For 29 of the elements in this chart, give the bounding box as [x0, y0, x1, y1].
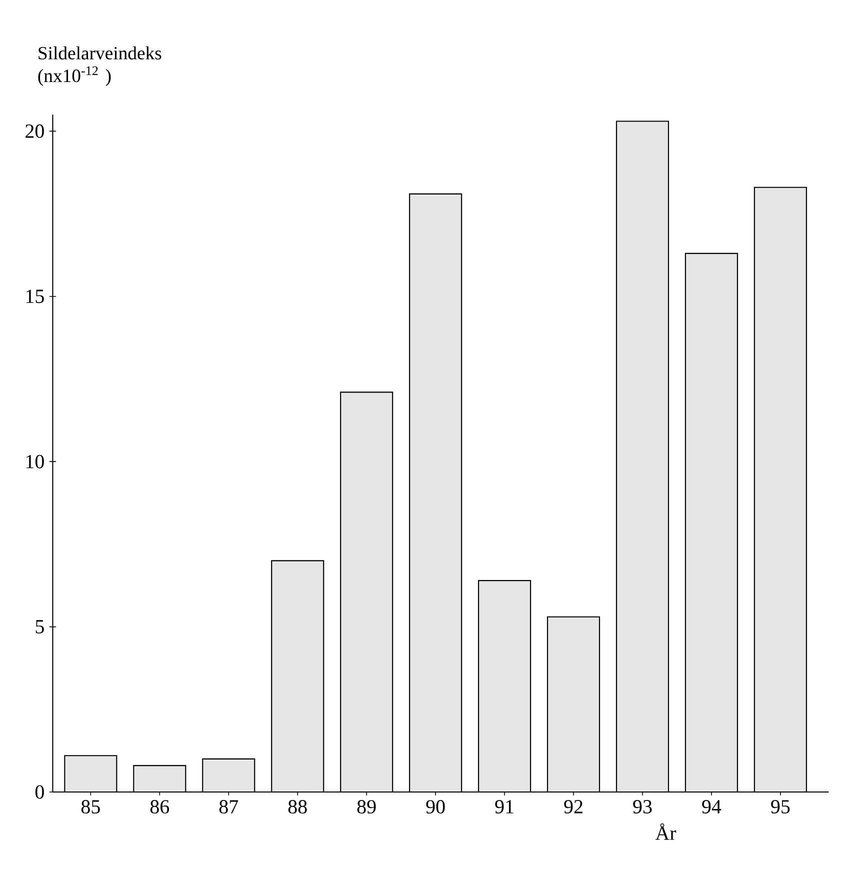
x-tick-label: 88 — [288, 800, 308, 814]
x-tick-label: 89 — [358, 800, 376, 814]
bar — [478, 580, 531, 792]
y-tick-label: 5 — [36, 620, 44, 634]
bar — [134, 766, 186, 792]
bar — [754, 186, 808, 792]
y-tick-label: 20 — [26, 124, 44, 138]
x-tick-label: 94 — [702, 800, 722, 814]
x-tick-label: 91 — [495, 800, 514, 814]
x-tick-label: 93 — [633, 800, 652, 814]
x-axis-title: År — [656, 823, 676, 840]
bar — [272, 560, 324, 792]
bar — [340, 392, 393, 792]
y-tick-label: 0 — [36, 785, 44, 799]
y-axis-title: Sildelarveindeks (nx10$^{-12}$ ) — [38, 46, 162, 86]
bar — [202, 758, 255, 792]
bar — [616, 121, 669, 792]
bar — [410, 194, 462, 792]
x-tick-label: 87 — [220, 800, 238, 814]
x-tick-label: 85 — [82, 800, 100, 814]
bar — [64, 756, 117, 792]
y-tick-label: 15 — [26, 290, 44, 304]
bar — [548, 616, 600, 792]
x-tick-label: 90 — [426, 800, 445, 814]
bar — [686, 253, 738, 792]
y-tick-label: 10 — [26, 454, 44, 468]
x-tick-label: 95 — [771, 800, 790, 814]
x-tick-label: 86 — [150, 800, 170, 814]
x-tick-label: 92 — [564, 800, 583, 814]
